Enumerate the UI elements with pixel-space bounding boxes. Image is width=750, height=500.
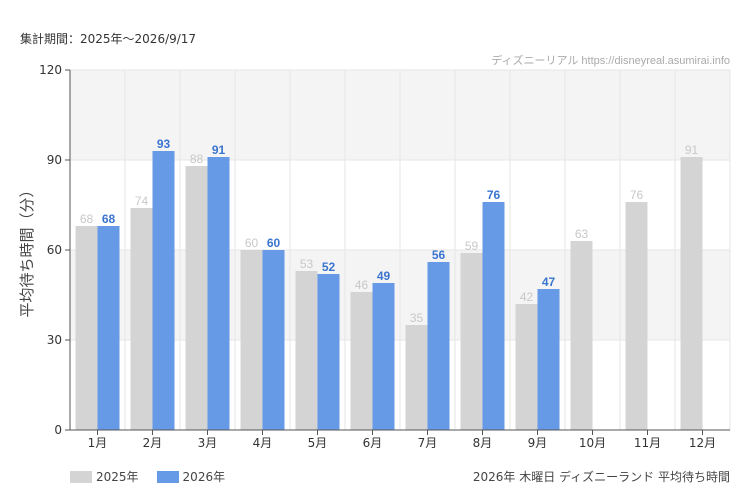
y-tick-label: 0 bbox=[54, 423, 62, 437]
bar-value-label: 91 bbox=[212, 143, 226, 157]
x-tick-label: 6月 bbox=[363, 436, 383, 450]
chart-caption: 2026年 木曜日 ディズニーランド 平均待ち時間 bbox=[472, 470, 730, 484]
bar-2026年 bbox=[152, 151, 175, 430]
legend-swatch-2025 bbox=[70, 470, 92, 483]
bar-value-label: 91 bbox=[685, 143, 699, 157]
legend-swatch-2026 bbox=[156, 470, 179, 483]
bar-value-label: 56 bbox=[432, 248, 446, 262]
x-tick-label: 9月 bbox=[528, 436, 548, 450]
bar-value-label: 76 bbox=[630, 188, 644, 202]
x-tick-label: 4月 bbox=[253, 436, 273, 450]
legend-label-2026: 2026年 bbox=[182, 470, 226, 484]
bar-2025年 bbox=[515, 304, 538, 430]
y-tick-label: 30 bbox=[47, 333, 62, 347]
bar-2025年 bbox=[405, 325, 428, 430]
y-axis-title: 平均待ち時間（分） bbox=[18, 182, 36, 317]
x-tick-label: 1月 bbox=[88, 436, 108, 450]
bar-value-label: 68 bbox=[80, 212, 94, 226]
legend-item-2025[interactable]: 2025年 bbox=[70, 468, 139, 485]
x-tick-label: 11月 bbox=[634, 436, 661, 450]
bar-value-label: 76 bbox=[487, 188, 501, 202]
y-tick-label: 60 bbox=[47, 243, 62, 257]
x-tick-label: 5月 bbox=[308, 436, 328, 450]
bar-2026年 bbox=[372, 283, 395, 430]
bar-2025年 bbox=[350, 292, 373, 430]
bar-value-label: 68 bbox=[102, 212, 116, 226]
bar-2026年 bbox=[207, 157, 230, 430]
bar-2025年 bbox=[75, 226, 98, 430]
bar-2026年 bbox=[317, 274, 340, 430]
legend-item-2026[interactable]: 2026年 bbox=[156, 468, 226, 485]
bar-value-label: 59 bbox=[465, 239, 479, 253]
bar-2026年 bbox=[427, 262, 450, 430]
bar-value-label: 74 bbox=[135, 194, 149, 208]
bar-2026年 bbox=[482, 202, 505, 430]
legend-label-2025: 2025年 bbox=[96, 470, 139, 484]
x-tick-label: 3月 bbox=[198, 436, 218, 450]
bar-2026年 bbox=[537, 289, 560, 430]
bar-2025年 bbox=[570, 241, 593, 430]
bar-value-label: 93 bbox=[157, 137, 171, 151]
bar-2026年 bbox=[262, 250, 285, 430]
y-tick-label: 90 bbox=[47, 153, 62, 167]
legend: 2025年 2026年 bbox=[70, 468, 243, 485]
x-tick-label: 8月 bbox=[473, 436, 493, 450]
bar-value-label: 60 bbox=[245, 236, 259, 250]
x-tick-label: 12月 bbox=[689, 436, 716, 450]
bar-value-label: 53 bbox=[300, 257, 314, 271]
x-tick-label: 10月 bbox=[579, 436, 606, 450]
bar-2025年 bbox=[625, 202, 648, 430]
bar-value-label: 46 bbox=[355, 278, 369, 292]
bar-2025年 bbox=[460, 253, 483, 430]
bar-value-label: 52 bbox=[322, 260, 336, 274]
bar-2025年 bbox=[130, 208, 153, 430]
bar-value-label: 42 bbox=[520, 290, 534, 304]
bar-2025年 bbox=[680, 157, 703, 430]
bar-value-label: 88 bbox=[190, 152, 204, 166]
x-tick-label: 2月 bbox=[143, 436, 163, 450]
bar-value-label: 49 bbox=[377, 269, 391, 283]
bar-value-label: 35 bbox=[410, 311, 424, 325]
watermark-text: ディズニーリアル https://disneyreal.asumirai.inf… bbox=[491, 53, 730, 67]
x-tick-label: 7月 bbox=[418, 436, 438, 450]
bar-2026年 bbox=[97, 226, 120, 430]
bar-value-label: 60 bbox=[267, 236, 281, 250]
period-label: 集計期間：2025年〜2026/9/17 bbox=[20, 32, 197, 46]
bar-value-label: 47 bbox=[542, 275, 556, 289]
bar-2025年 bbox=[295, 271, 318, 430]
y-tick-label: 120 bbox=[39, 63, 62, 77]
bar-2025年 bbox=[240, 250, 263, 430]
bar-2025年 bbox=[185, 166, 208, 430]
bar-value-label: 63 bbox=[575, 227, 589, 241]
